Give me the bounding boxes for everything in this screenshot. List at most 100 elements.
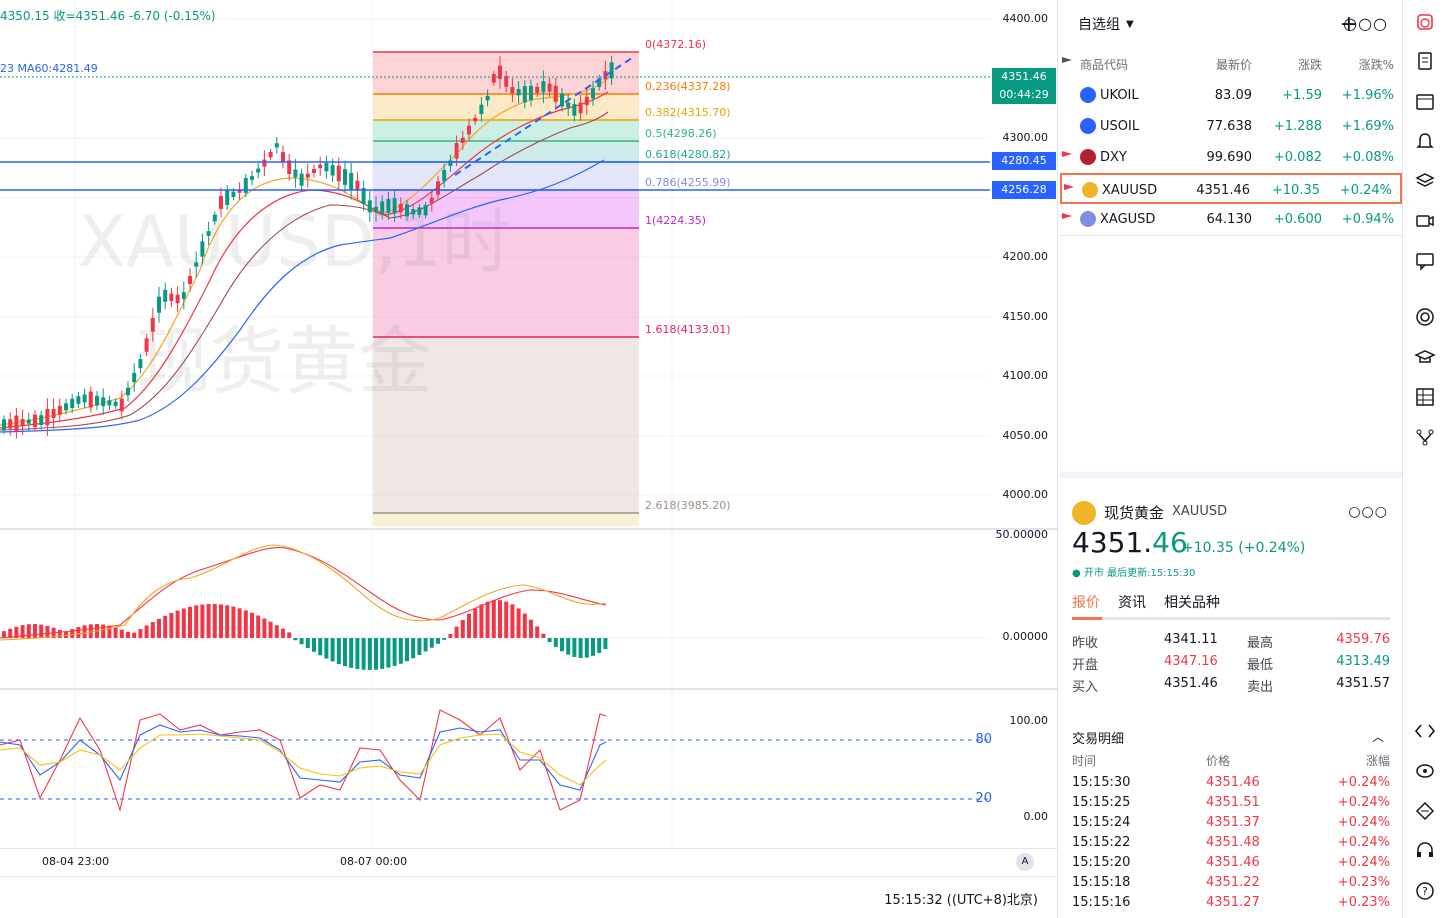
symbol-logo-icon xyxy=(1080,211,1096,227)
candle-body xyxy=(423,205,428,216)
more-icon[interactable]: ○○○ xyxy=(1343,14,1388,33)
clock-timezone-button[interactable]: 15:15:32 ((UTC+8)北京) xyxy=(884,893,1038,908)
flag-icon[interactable] xyxy=(1062,213,1072,219)
bridge-icon[interactable] xyxy=(1411,797,1439,825)
trade-row: 15:15:20 4351.46 +0.24% xyxy=(1072,855,1390,870)
tree-icon[interactable] xyxy=(1411,423,1439,451)
column-change-pct[interactable]: 涨跌% xyxy=(1358,58,1394,72)
chat-icon[interactable] xyxy=(1411,247,1439,275)
macd-bar xyxy=(163,615,168,638)
fib-zone xyxy=(373,228,639,337)
watchlist-row-ukoil[interactable]: UKOIL 83.09 +1.59 +1.96% xyxy=(1060,80,1402,111)
current-price-tag: 4351.46 xyxy=(992,68,1056,86)
macd-bar xyxy=(355,638,360,670)
education-icon[interactable] xyxy=(1411,343,1439,371)
watchlist-row-usoil[interactable]: USOIL 77.638 +1.288 +1.69% xyxy=(1060,111,1402,142)
video-icon[interactable] xyxy=(1411,207,1439,235)
column-symbol[interactable]: 商品代码 xyxy=(1080,58,1129,72)
svg-text:?: ? xyxy=(1422,885,1428,898)
candle-body xyxy=(355,180,360,191)
macd-bar xyxy=(392,638,397,666)
candle-body xyxy=(126,387,130,396)
ma-short-line xyxy=(0,77,609,426)
flag-icon[interactable] xyxy=(1062,57,1072,63)
candle-body xyxy=(336,165,341,182)
chart-area[interactable]: 0(4372.16) 0.236(4337.28) 0.382(4315.70) 0.… xyxy=(0,0,1058,918)
price-pane[interactable]: 0(4372.16) 0.236(4337.28) 0.382(4315.70) 0.… xyxy=(0,0,1058,526)
support-icon[interactable] xyxy=(1411,837,1439,865)
fib-zone xyxy=(373,337,639,513)
watchlist-row-dxy[interactable]: DXY 99.690 +0.082 +0.08% xyxy=(1060,142,1402,173)
column-last[interactable]: 最新价 xyxy=(1215,58,1252,72)
macd-bar xyxy=(132,632,137,638)
macd-bar xyxy=(343,638,347,667)
kdj-canvas[interactable] xyxy=(0,690,1058,848)
more-icon[interactable]: ○○○ xyxy=(1348,504,1388,520)
tab-quote[interactable]: 报价 xyxy=(1072,595,1100,611)
tab-related[interactable]: 相关品种 xyxy=(1164,595,1220,611)
candle-body xyxy=(113,401,118,407)
chevron-down-icon[interactable]: ▼ xyxy=(1126,18,1134,30)
auto-scale-button[interactable]: A xyxy=(1016,853,1034,871)
fibonacci-retracement[interactable]: 0(4372.16) 0.236(4337.28) 0.382(4315.70) 0.… xyxy=(373,38,731,526)
macd-pane[interactable]: 50.00000 0.00000 xyxy=(0,528,1058,686)
help-icon[interactable]: ? xyxy=(1411,877,1439,905)
column-change[interactable]: 涨跌 xyxy=(1297,58,1322,72)
kdj-level-label: 20 xyxy=(975,791,992,806)
grid-icon[interactable] xyxy=(1411,383,1439,411)
watchlist-row-xagusd[interactable]: XAGUSD 64.130 +0.600 +0.94% xyxy=(1060,204,1402,235)
watchlist-row-xauusd[interactable]: XAUUSD 4351.46 +10.35 +0.24% xyxy=(1060,173,1402,204)
macd-bar xyxy=(231,606,236,638)
macd-bar xyxy=(256,615,261,638)
candle-body xyxy=(597,78,602,87)
candle-body xyxy=(591,88,595,99)
candle-body xyxy=(374,206,378,212)
notes-icon[interactable] xyxy=(1411,47,1439,75)
candle-body xyxy=(194,262,199,267)
add-symbol-icon[interactable]: + xyxy=(1339,12,1358,37)
kdj-pane[interactable]: 100.00 0.00 80 20 xyxy=(0,688,1058,848)
macd-bar xyxy=(194,605,199,638)
candle-body xyxy=(82,394,87,403)
macd-bar xyxy=(169,613,174,638)
broadcast-icon[interactable] xyxy=(1411,757,1439,785)
chevron-up-icon[interactable]: ︿ xyxy=(1371,730,1384,744)
trades-header: 时间 价格 涨幅 xyxy=(1072,754,1390,768)
calendar-icon[interactable] xyxy=(1411,87,1439,115)
market-status: ● 开市 最后更新:15:15:30 xyxy=(1072,568,1196,579)
hline-price-tag: 4256.28 xyxy=(992,181,1056,199)
watchlist-title[interactable]: 自选组 xyxy=(1078,17,1120,33)
alert-clock-icon[interactable] xyxy=(1411,8,1439,36)
tab-news[interactable]: 资讯 xyxy=(1118,595,1146,611)
macd-bar xyxy=(144,625,149,638)
candle-body xyxy=(219,196,223,209)
macd-bar xyxy=(436,638,440,644)
gold-icon xyxy=(1072,501,1096,525)
macd-bar xyxy=(498,600,502,638)
macd-bar xyxy=(510,604,515,638)
macd-bar xyxy=(374,638,378,670)
macd-canvas[interactable] xyxy=(0,530,1058,686)
flag-icon[interactable] xyxy=(1064,184,1074,190)
target-icon[interactable] xyxy=(1411,303,1439,331)
candle-body xyxy=(250,176,254,180)
price-chart-canvas[interactable]: 0(4372.16) 0.236(4337.28) 0.382(4315.70) 0.… xyxy=(0,0,1058,526)
row-last: 64.130 xyxy=(1206,212,1253,227)
candle-body xyxy=(448,160,453,166)
code-icon[interactable] xyxy=(1411,717,1439,745)
bell-icon[interactable] xyxy=(1411,127,1439,155)
macd-bar xyxy=(8,628,13,638)
time-axis[interactable]: 08-04 23:00 08-07 00:00 A xyxy=(0,848,1058,876)
candle-body xyxy=(349,172,354,190)
macd-bar xyxy=(535,626,540,638)
macd-bar xyxy=(479,604,484,638)
flag-icon[interactable] xyxy=(1062,151,1072,157)
symbol-logo-icon xyxy=(1080,118,1096,134)
macd-bar xyxy=(2,631,6,638)
layers-icon[interactable] xyxy=(1411,167,1439,195)
candle-body xyxy=(553,85,558,102)
candle-body xyxy=(287,160,292,174)
candle-body xyxy=(386,198,391,213)
fib-level-label: 1(4224.35) xyxy=(645,214,706,227)
ma-legend: 23 MA60:4281.49 xyxy=(0,62,98,75)
